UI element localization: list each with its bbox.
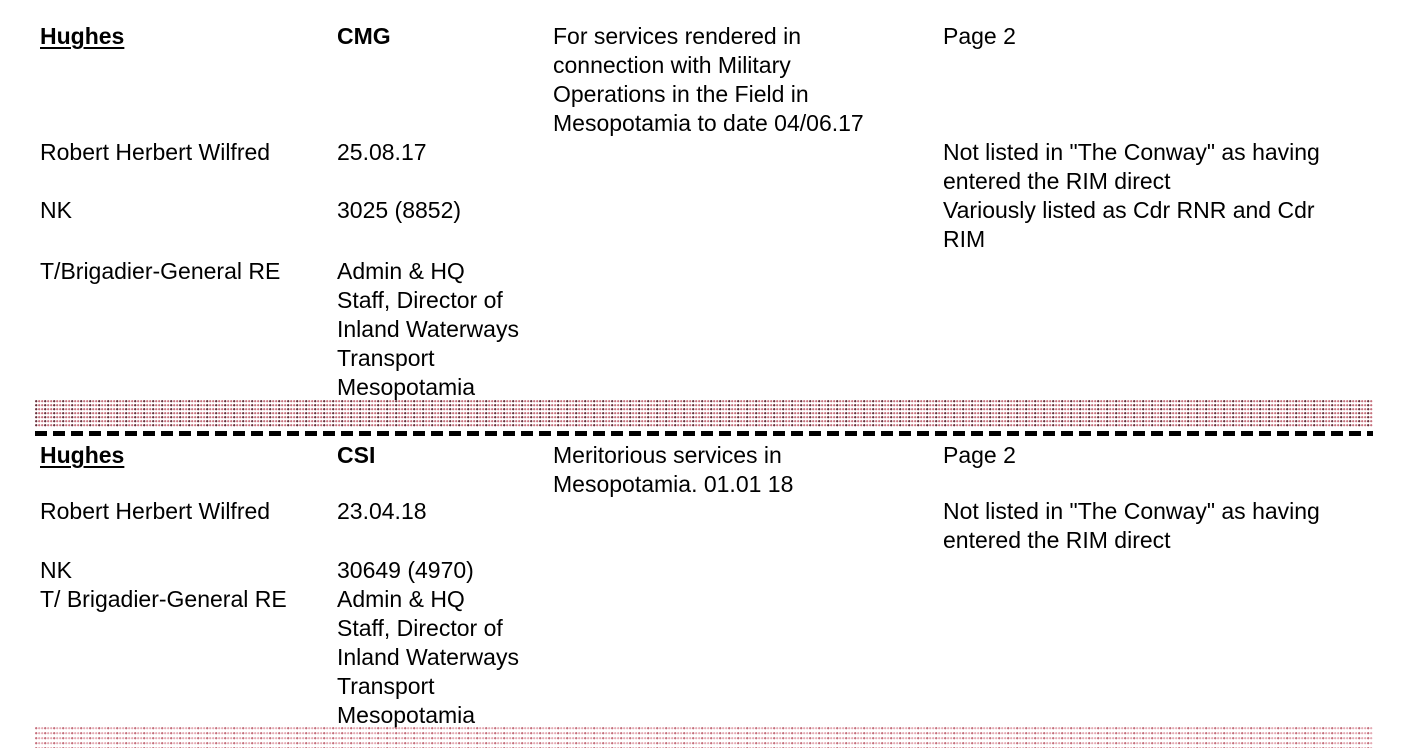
forenames: Robert Herbert Wilfred	[40, 139, 271, 165]
service-number: 30649 (4970)	[337, 557, 474, 583]
service-number: 3025 (8852)	[337, 197, 462, 223]
remark-conway: Not listed in "The Conway" as having ent…	[943, 139, 1320, 194]
stipple-separator-band	[35, 727, 1373, 748]
surname: Hughes	[40, 442, 125, 468]
page-number: Page 2	[943, 23, 1016, 49]
service-record: NK	[40, 557, 72, 583]
forenames: Robert Herbert Wilfred	[40, 498, 271, 524]
award-citation: For services rendered in connection with…	[553, 23, 864, 136]
rank: T/ Brigadier-General RE	[40, 586, 287, 612]
page-number: Page 2	[943, 442, 1016, 468]
award-date: 25.08.17	[337, 139, 427, 165]
award-date: 23.04.18	[337, 498, 427, 524]
surname: Hughes	[40, 23, 125, 49]
stipple-separator-band	[35, 400, 1373, 428]
award-name: CSI	[337, 442, 376, 468]
award-citation: Meritorious services in Mesopotamia. 01.…	[553, 442, 794, 497]
remark-conway: Not listed in "The Conway" as having ent…	[943, 498, 1320, 553]
appointment: Admin & HQ Staff, Director of Inland Wat…	[337, 586, 519, 728]
rank: T/Brigadier-General RE	[40, 258, 281, 284]
remark-listing: Variously listed as Cdr RNR and Cdr RIM	[943, 197, 1315, 252]
service-record: NK	[40, 197, 72, 223]
dashed-section-rule	[35, 431, 1373, 436]
award-name: CMG	[337, 23, 391, 49]
appointment: Admin & HQ Staff, Director of Inland Wat…	[337, 258, 519, 400]
